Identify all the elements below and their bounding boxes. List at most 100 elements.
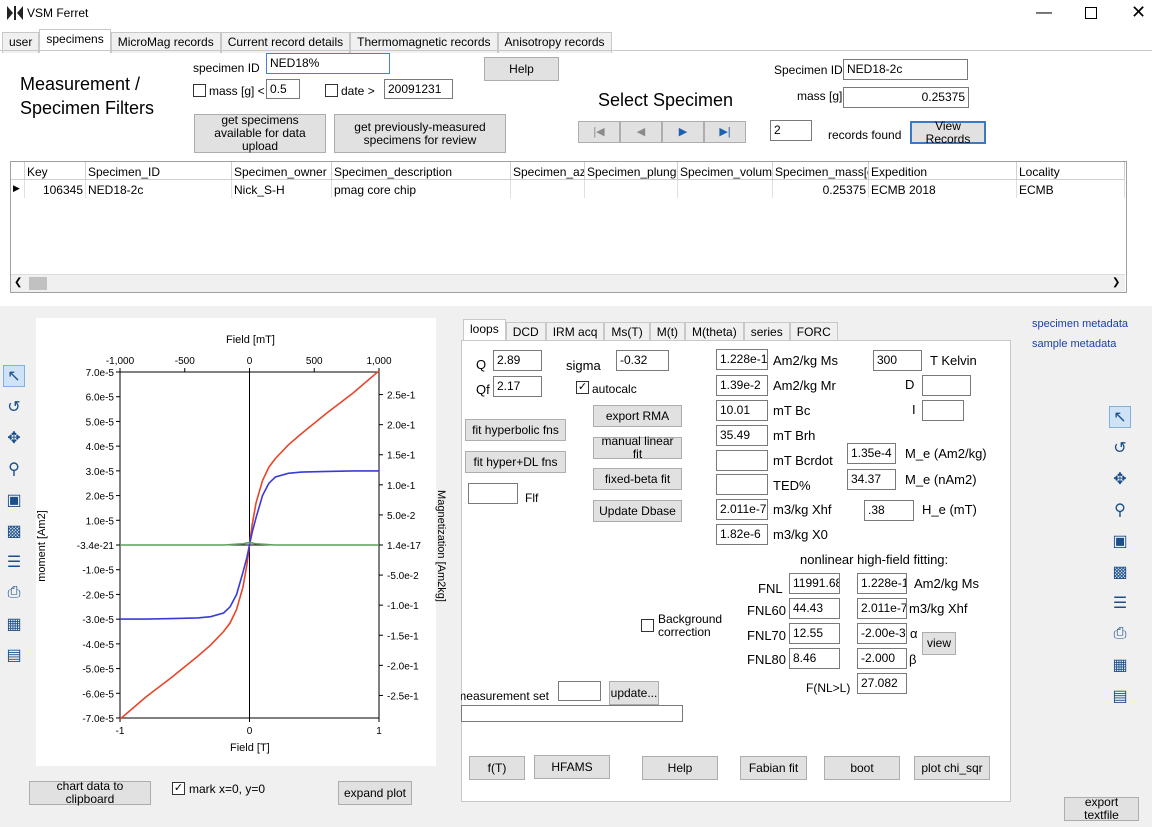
- mass-filter-input[interactable]: 0.5: [266, 79, 300, 99]
- cell-specimen-azi[interactable]: [511, 180, 585, 198]
- view-records-button[interactable]: View Records: [910, 119, 986, 145]
- cell-key[interactable]: 106345: [25, 180, 86, 198]
- fnl80-input[interactable]: 8.46: [789, 648, 840, 669]
- col-header-key[interactable]: Key: [25, 162, 86, 180]
- bc-input[interactable]: 10.01: [716, 400, 768, 421]
- autocalc-checkbox[interactable]: ✓: [576, 381, 589, 394]
- chart-properties-icon[interactable]: ☰: [6, 554, 22, 571]
- fabian-fit-button[interactable]: Fabian fit: [740, 756, 807, 780]
- specimen-id-filter-input[interactable]: NED18%: [266, 53, 390, 74]
- nl-ms-input[interactable]: 1.228e-1: [857, 573, 907, 594]
- tab-user[interactable]: user: [2, 32, 40, 53]
- zoom-box-icon[interactable]: ▣: [6, 492, 22, 509]
- hfams-button[interactable]: HFAMS: [534, 755, 610, 779]
- save-icon[interactable]: ▤: [1112, 688, 1128, 705]
- fit-hyper-dl-button[interactable]: fit hyper+DL fns: [465, 451, 566, 473]
- fixed-beta-fit-button[interactable]: fixed-beta fit: [593, 468, 682, 490]
- export-data-icon[interactable]: ▦: [6, 616, 22, 633]
- cell-locality[interactable]: ECMB: [1017, 180, 1125, 198]
- tab-dcd[interactable]: DCD: [505, 322, 546, 343]
- chart-properties-icon[interactable]: ☰: [1112, 595, 1128, 612]
- cell-expedition[interactable]: ECMB 2018: [869, 180, 1017, 198]
- tab-irm-acq[interactable]: IRM acq: [545, 322, 605, 343]
- tab-forc[interactable]: FORC: [789, 322, 838, 343]
- mr-input[interactable]: 1.39e-2: [716, 375, 768, 396]
- nav-prev-button[interactable]: ◀: [620, 121, 662, 143]
- qf-input[interactable]: 2.17: [493, 376, 542, 397]
- flf-input[interactable]: [468, 483, 518, 504]
- 3d-view-icon[interactable]: ▩: [1112, 564, 1128, 581]
- print-icon[interactable]: ⎙: [7, 584, 21, 601]
- 3d-view-icon[interactable]: ▩: [6, 523, 22, 540]
- nav-last-button[interactable]: ▶|: [704, 121, 746, 143]
- save-icon[interactable]: ▤: [6, 647, 22, 664]
- tab-series[interactable]: series: [743, 322, 790, 343]
- chart-to-clipboard-button[interactable]: chart data to clipboard: [29, 780, 151, 806]
- bcrdot-input[interactable]: [716, 450, 768, 471]
- cell-specimen-owner[interactable]: Nick_S-H: [232, 180, 332, 198]
- me-nam-input[interactable]: 34.37: [847, 469, 896, 490]
- i-input[interactable]: [922, 400, 964, 421]
- tab-m-theta[interactable]: M(theta): [685, 322, 744, 343]
- export-rma-button[interactable]: export RMA: [593, 405, 682, 427]
- ted-input[interactable]: [716, 474, 768, 495]
- x0-input[interactable]: 1.82e-6: [716, 524, 768, 545]
- export-textfile-button[interactable]: export textfile: [1064, 796, 1139, 822]
- view-button[interactable]: view: [922, 632, 956, 655]
- measurement-notes-input[interactable]: [461, 705, 683, 722]
- col-header-locality[interactable]: Locality: [1017, 162, 1125, 180]
- fnl-gt-l-input[interactable]: 27.082: [857, 673, 907, 694]
- col-header-specimen-mass[interactable]: Specimen_mass[g]: [773, 162, 869, 180]
- background-correction-checkbox[interactable]: [641, 619, 654, 632]
- maximize-icon[interactable]: [1085, 7, 1097, 19]
- mass-filter-checkbox[interactable]: [193, 84, 206, 97]
- fit-hyperbolic-button[interactable]: fit hyperbolic fns: [465, 419, 566, 441]
- specimen-metadata-link[interactable]: specimen metadata: [1032, 318, 1128, 330]
- col-header-specimen-description[interactable]: Specimen_description: [332, 162, 511, 180]
- get-available-specimens-button[interactable]: get specimens available for data upload: [194, 114, 326, 153]
- date-filter-input[interactable]: 20091231: [384, 79, 453, 99]
- nav-first-button[interactable]: |◀: [578, 121, 620, 143]
- zoom-icon[interactable]: ⚲: [8, 461, 20, 478]
- fnl70-input[interactable]: 12.55: [789, 623, 840, 644]
- col-header-specimen-owner[interactable]: Specimen_owner: [232, 162, 332, 180]
- loops-help-button[interactable]: Help: [642, 756, 718, 780]
- q-input[interactable]: 2.89: [493, 350, 542, 371]
- sample-metadata-link[interactable]: sample metadata: [1032, 338, 1117, 350]
- tab-thermomagnetic-records[interactable]: Thermomagnetic records: [350, 32, 498, 53]
- records-count-input[interactable]: 2: [770, 120, 812, 141]
- zoom-box-icon[interactable]: ▣: [1112, 533, 1128, 550]
- cell-specimen-plunge[interactable]: [585, 180, 678, 198]
- tab-micromag-records[interactable]: MicroMag records: [110, 32, 221, 53]
- selected-mass-input[interactable]: 0.25375: [843, 87, 969, 108]
- plot-chi-sqr-button[interactable]: plot chi_sqr: [914, 756, 990, 780]
- sigma-input[interactable]: -0.32: [616, 350, 669, 371]
- col-header-expedition[interactable]: Expedition: [869, 162, 1017, 180]
- pointer-icon[interactable]: ↖: [1109, 406, 1131, 428]
- cell-specimen-description[interactable]: pmag core chip: [332, 180, 511, 198]
- scroll-thumb[interactable]: [29, 277, 47, 290]
- col-header-specimen-id[interactable]: Specimen_ID: [86, 162, 232, 180]
- manual-linear-fit-button[interactable]: manual linear fit: [593, 435, 682, 461]
- cell-specimen-volume[interactable]: [678, 180, 773, 198]
- mark-origin-checkbox[interactable]: ✓: [172, 782, 185, 795]
- col-header-specimen-plunge[interactable]: Specimen_plunge: [585, 162, 678, 180]
- zoom-icon[interactable]: ⚲: [1114, 502, 1126, 519]
- grid-horizontal-scrollbar[interactable]: ❮ ❯: [11, 274, 1125, 292]
- he-input[interactable]: .38: [864, 500, 914, 521]
- alpha-input[interactable]: -2.00e-3: [857, 623, 907, 644]
- selected-specimen-id-input[interactable]: NED18-2c: [843, 59, 968, 80]
- print-icon[interactable]: ⎙: [1113, 625, 1127, 642]
- pan-icon[interactable]: ✥: [7, 430, 21, 447]
- temperature-input[interactable]: 300: [873, 350, 922, 371]
- get-previous-specimens-button[interactable]: get previously-measured specimens for re…: [334, 114, 506, 153]
- pointer-icon[interactable]: ↖: [3, 365, 25, 387]
- scroll-right-icon[interactable]: ❯: [1112, 277, 1121, 288]
- row-selector-icon[interactable]: ▶: [11, 180, 25, 198]
- measurement-set-input[interactable]: [558, 681, 601, 701]
- tab-m-t[interactable]: M(t): [649, 322, 686, 343]
- rotate-icon[interactable]: ↺: [1113, 440, 1127, 457]
- nl-xhf-input[interactable]: 2.011e-7: [857, 598, 907, 619]
- hysteresis-chart[interactable]: 7.0e-5 6.0e-5 5.0e-5 4.0e-5 3.0e-5 2.0e-5 1.0e…: [36, 318, 436, 766]
- update-dbase-button[interactable]: Update Dbase: [593, 500, 682, 522]
